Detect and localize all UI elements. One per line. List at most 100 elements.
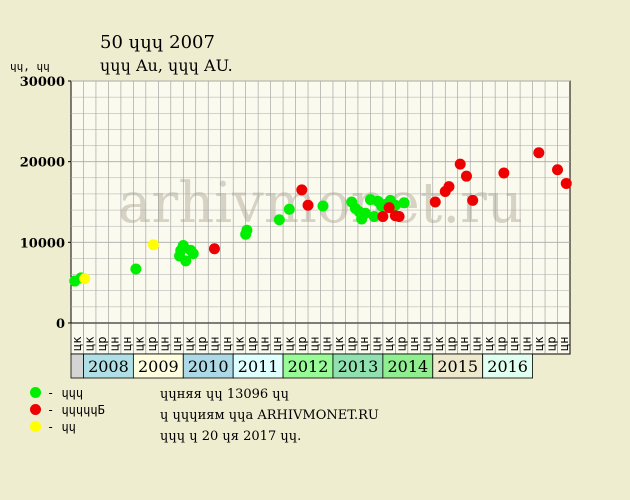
data-point [377,211,389,223]
data-point [429,196,441,208]
data-point [460,170,472,182]
data-point [398,197,410,209]
year-label: 2015 [437,357,478,376]
x-tick-label: цн [108,337,122,351]
data-point [383,202,395,214]
legend-item-green: - ɥɥɥ [30,384,105,401]
x-tick-label: цк [332,336,346,351]
year-cell [83,353,134,379]
year-label: 2011 [238,357,279,376]
year-label: 2009 [138,357,179,376]
x-tick-label: цн [420,337,434,351]
year-label: 2010 [188,357,229,376]
x-tick-label: цк [432,336,446,351]
y-tick-label: 30000 [20,75,65,90]
x-tick-label: цн [257,337,271,351]
legend-item-yellow: - ɥɥ [30,418,105,435]
data-point [208,243,220,255]
year-label: 2013 [338,357,379,376]
chart-title: 50 ɥɥɥ 2007 [100,32,215,53]
x-tick-label: цр [444,337,458,351]
x-tick-label: цк [83,336,97,351]
data-point [79,273,91,285]
legend-green-label: - ɥɥɥ [47,385,84,400]
x-tick-label: цр [395,337,409,351]
data-point [130,263,142,275]
legend-green-dot [30,387,41,398]
x-tick-label: цр [544,337,558,351]
x-tick-label: цн [507,337,521,351]
x-tick-label: цн [320,337,334,351]
x-tick-label: цн [307,337,321,351]
year-cell [70,353,84,379]
data-point [393,211,405,223]
data-point [368,211,380,223]
x-tick-label: цн [220,337,234,351]
info-source: ɥ ɥɥɥиям ɥɥа ARHIVMONET.RU [160,408,379,423]
year-cell [332,353,384,379]
data-point [147,239,159,251]
x-tick-label: цн [469,337,483,351]
data-point [552,164,564,176]
legend: - ɥɥɥ - ɥɥɥɥɥБ - ɥɥ [30,384,105,435]
x-tick-label: цк [232,336,246,351]
x-tick-label: цк [70,336,84,351]
year-cell [232,353,284,379]
x-tick-label: цр [494,337,508,351]
chart-subtitle: ɥɥɥ Au, ɥɥɥ AU. [100,56,233,75]
x-tick-label: цн [357,337,371,351]
data-point [454,158,466,170]
x-tick-label: цн [557,337,571,351]
x-tick-label: цн [407,337,421,351]
legend-red-dot [30,404,41,415]
legend-yellow-label: - ɥɥ [47,419,76,434]
data-point [560,177,572,189]
data-point [467,194,479,206]
data-point [302,199,314,211]
year-label: 2012 [288,357,329,376]
year-cell [482,353,533,379]
data-point [498,167,510,179]
info-date: ɥɥɥ ɥ 20 ɥя 2017 ɥɥ. [160,429,302,444]
x-tick-label: цн [270,337,284,351]
year-cell [432,353,484,379]
x-tick-label: цн [207,337,221,351]
data-point [180,255,192,267]
y-tick-label: 20000 [20,156,65,171]
x-tick-label: цк [382,336,396,351]
x-tick-label: цр [195,337,209,351]
x-tick-label: цр [295,337,309,351]
x-tick-label: цр [95,337,109,351]
data-point [533,147,545,159]
x-tick-label: цн [170,337,184,351]
x-tick-label: цн [457,337,471,351]
x-tick-label: цн [120,337,134,351]
y-tick-label: 10000 [20,236,65,251]
y-axis-label: ɥɥ, ɥɥ [10,60,50,73]
data-point [317,200,329,212]
x-tick-label: цр [245,337,259,351]
x-tick-label: цр [145,337,159,351]
legend-yellow-dot [30,421,41,432]
legend-item-red: - ɥɥɥɥɥБ [30,401,105,418]
data-point [283,203,295,215]
year-label: 2008 [88,357,129,376]
data-point [187,248,199,260]
y-tick-label: 0 [56,317,65,332]
year-label: 2016 [487,357,528,376]
x-tick-label: цр [345,337,359,351]
data-point [359,207,371,219]
year-label: 2014 [387,357,428,376]
info-block: ɥɥняя ɥɥ 13096 ɥɥ ɥ ɥɥɥиям ɥɥа ARHIVMONE… [160,384,379,447]
data-point [296,184,308,196]
data-point [241,224,253,236]
x-tick-label: цк [532,336,546,351]
x-tick-label: цн [370,337,384,351]
year-cell [132,353,184,379]
x-tick-label: цк [183,336,197,351]
year-cell [282,353,334,379]
legend-red-label: - ɥɥɥɥɥБ [47,402,105,417]
data-point [273,214,285,226]
x-tick-label: цн [158,337,172,351]
